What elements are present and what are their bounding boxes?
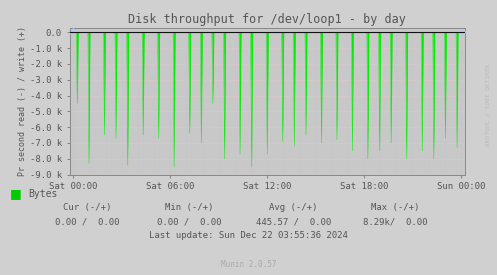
Title: Disk throughput for /dev/loop1 - by day: Disk throughput for /dev/loop1 - by day: [128, 13, 406, 26]
Text: Max (-/+): Max (-/+): [371, 204, 419, 212]
Text: 8.29k/  0.00: 8.29k/ 0.00: [363, 217, 427, 226]
Text: 445.57 /  0.00: 445.57 / 0.00: [255, 217, 331, 226]
Text: Avg (-/+): Avg (-/+): [269, 204, 318, 212]
Text: Bytes: Bytes: [28, 189, 57, 199]
Text: ■: ■: [10, 187, 22, 200]
Text: Last update: Sun Dec 22 03:55:36 2024: Last update: Sun Dec 22 03:55:36 2024: [149, 231, 348, 240]
Text: 0.00 /  0.00: 0.00 / 0.00: [55, 217, 119, 226]
Y-axis label: Pr second read (-) / write (+): Pr second read (-) / write (+): [18, 26, 27, 176]
Text: Cur (-/+): Cur (-/+): [63, 204, 111, 212]
Text: Munin 2.0.57: Munin 2.0.57: [221, 260, 276, 269]
Text: Min (-/+): Min (-/+): [165, 204, 213, 212]
Text: 0.00 /  0.00: 0.00 / 0.00: [157, 217, 221, 226]
Text: RRDTOOL / TOBI OETIKER: RRDTOOL / TOBI OETIKER: [486, 63, 491, 146]
